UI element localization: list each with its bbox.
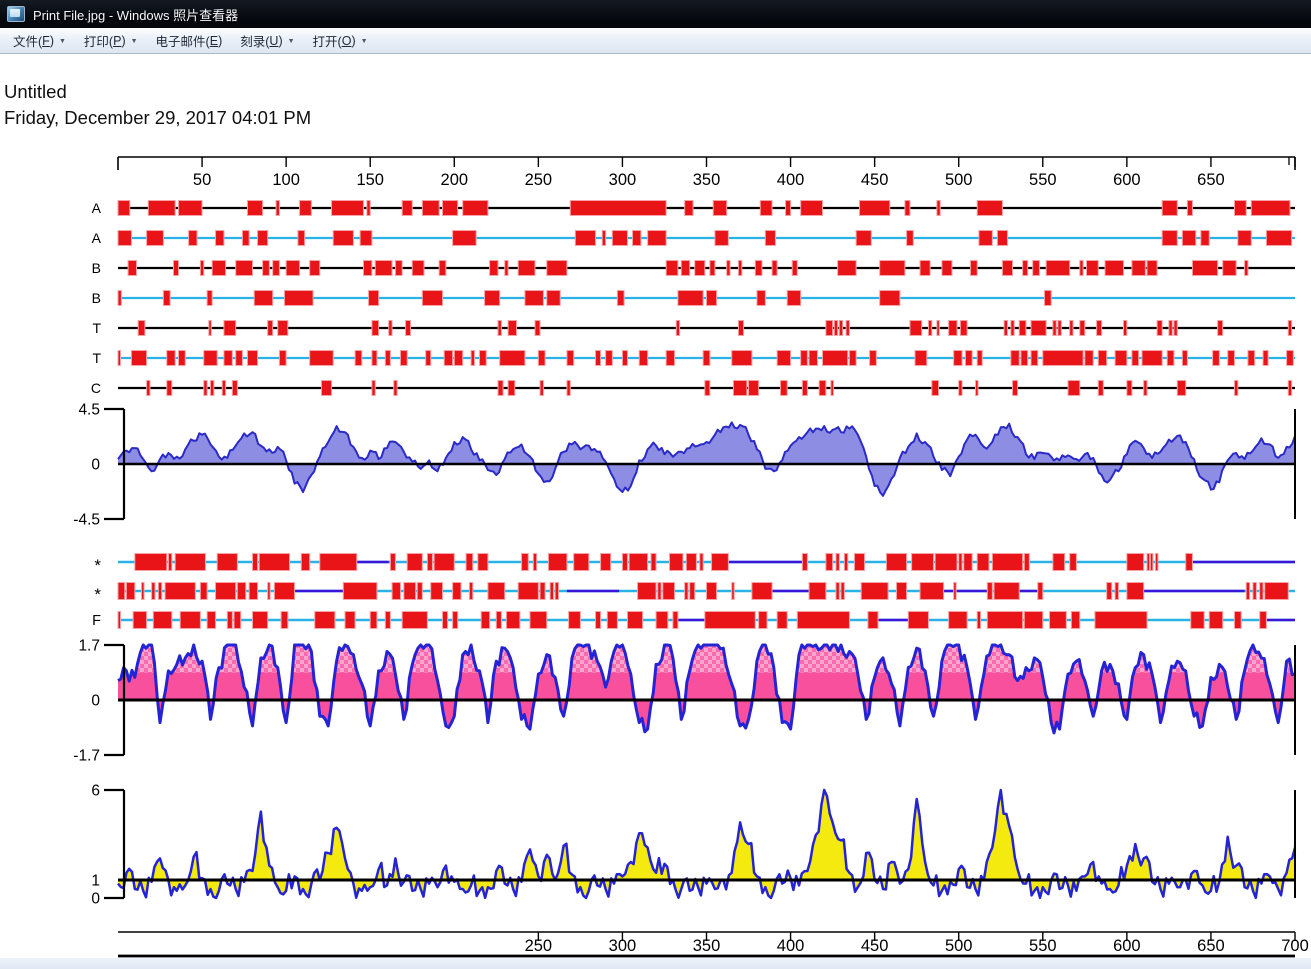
svg-text:600: 600 bbox=[1113, 937, 1141, 955]
svg-text:1: 1 bbox=[91, 873, 100, 890]
svg-text:B: B bbox=[92, 290, 101, 306]
svg-text:1.7: 1.7 bbox=[78, 638, 100, 655]
svg-text:6: 6 bbox=[91, 783, 100, 800]
svg-text:650: 650 bbox=[1197, 937, 1225, 955]
svg-text:-4.5: -4.5 bbox=[73, 512, 100, 529]
svg-text:450: 450 bbox=[861, 937, 889, 955]
svg-text:-1.7: -1.7 bbox=[73, 748, 100, 765]
svg-text:300: 300 bbox=[609, 937, 637, 955]
svg-text:0: 0 bbox=[91, 891, 100, 908]
svg-text:350: 350 bbox=[693, 937, 721, 955]
svg-text:450: 450 bbox=[861, 171, 889, 189]
svg-text:500: 500 bbox=[945, 171, 973, 189]
svg-text:50: 50 bbox=[193, 171, 211, 189]
svg-text:T: T bbox=[92, 320, 101, 336]
svg-text:650: 650 bbox=[1197, 171, 1225, 189]
svg-text:T: T bbox=[92, 350, 101, 366]
svg-text:A: A bbox=[92, 200, 102, 216]
svg-text:A: A bbox=[92, 230, 102, 246]
svg-text:350: 350 bbox=[693, 171, 721, 189]
svg-text:C: C bbox=[91, 380, 101, 396]
svg-text:700: 700 bbox=[1281, 937, 1309, 955]
svg-text:150: 150 bbox=[356, 171, 384, 189]
svg-text:400: 400 bbox=[777, 171, 805, 189]
svg-text:250: 250 bbox=[525, 171, 553, 189]
svg-text:550: 550 bbox=[1029, 937, 1057, 955]
status-strip bbox=[0, 958, 1311, 969]
svg-text:300: 300 bbox=[609, 171, 637, 189]
svg-text:F: F bbox=[92, 613, 101, 629]
photo-content-plot: 50100150200250300350400450500550600650AA… bbox=[0, 0, 1311, 969]
svg-text:B: B bbox=[92, 260, 101, 276]
svg-text:400: 400 bbox=[777, 937, 805, 955]
svg-text:200: 200 bbox=[441, 171, 469, 189]
svg-text:500: 500 bbox=[945, 937, 973, 955]
svg-text:0: 0 bbox=[91, 693, 100, 710]
svg-text:250: 250 bbox=[525, 937, 553, 955]
svg-text:0: 0 bbox=[91, 457, 100, 474]
svg-text:600: 600 bbox=[1113, 171, 1141, 189]
svg-text:*: * bbox=[94, 556, 101, 575]
svg-text:4.5: 4.5 bbox=[78, 402, 100, 419]
svg-text:550: 550 bbox=[1029, 171, 1057, 189]
svg-text:*: * bbox=[94, 585, 101, 604]
svg-text:100: 100 bbox=[272, 171, 300, 189]
